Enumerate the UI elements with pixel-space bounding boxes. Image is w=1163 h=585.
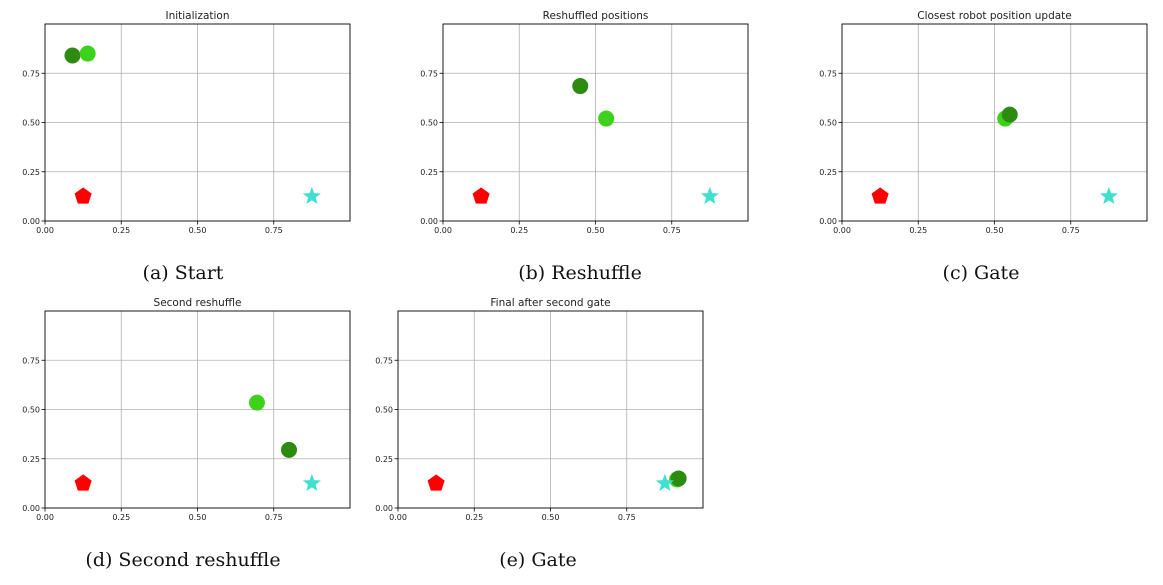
y-tick-label: 0.00 <box>22 217 40 226</box>
robot-dark-marker <box>281 441 297 458</box>
start-pentagon-marker <box>472 187 490 204</box>
panel-title: Final after second gate <box>490 297 610 309</box>
y-tick-label: 0.50 <box>22 406 40 415</box>
y-tick-label: 0.25 <box>819 168 837 177</box>
x-tick-label: 0.50 <box>189 513 207 522</box>
goal-star-marker <box>302 186 321 205</box>
panel-1: Initialization 0.00 0.25 0.50 0.75 0.00 0.25 0.… <box>22 10 351 235</box>
goal-star-marker <box>1099 186 1118 205</box>
panel-5: Final after second gate 0.00 0.25 0.50 0.75 0… <box>375 297 704 522</box>
x-tick-label: 0.00 <box>36 513 54 522</box>
y-tick-label: 0.00 <box>819 217 837 226</box>
y-tick-label: 0.75 <box>420 69 438 78</box>
robot-dark-marker <box>64 47 81 64</box>
axes-frame <box>44 23 351 222</box>
y-tick-label: 0.00 <box>375 504 393 513</box>
x-tick-label: 0.25 <box>112 226 130 235</box>
start-pentagon-marker <box>74 474 92 491</box>
start-pentagon-marker <box>427 474 445 491</box>
y-tick-label: 0.25 <box>375 455 393 464</box>
panel-caption: (d) Second reshuffle <box>85 549 280 571</box>
x-tick-label: 0.25 <box>909 226 927 235</box>
robot-dark-marker <box>1001 106 1018 123</box>
y-tick-label: 0.50 <box>375 406 393 415</box>
panel-title: Second reshuffle <box>154 297 242 309</box>
y-tick-label: 0.50 <box>22 119 40 128</box>
robot-light-marker <box>248 394 265 411</box>
x-tick-label: 0.50 <box>587 226 605 235</box>
robot-light-marker <box>79 45 96 62</box>
goal-star-marker <box>655 473 674 492</box>
y-tick-label: 0.00 <box>22 504 40 513</box>
goal-star-marker <box>700 186 719 205</box>
robot-light-marker <box>598 110 615 127</box>
y-tick-label: 0.50 <box>420 119 438 128</box>
panel-title: Reshuffled positions <box>543 10 649 22</box>
panel-caption: (a) Start <box>143 262 224 284</box>
x-tick-label: 0.25 <box>510 226 528 235</box>
y-tick-label: 0.25 <box>22 455 40 464</box>
axes-frame <box>44 310 351 509</box>
x-tick-label: 0.25 <box>465 513 483 522</box>
panel-2: Reshuffled positions 0.00 0.25 0.50 0.75 0.00… <box>420 10 749 235</box>
start-pentagon-marker <box>871 187 889 204</box>
y-tick-label: 0.50 <box>819 119 837 128</box>
x-tick-label: 0.75 <box>663 226 681 235</box>
y-tick-label: 0.75 <box>819 69 837 78</box>
y-tick-label: 0.75 <box>22 356 40 365</box>
y-tick-label: 0.25 <box>22 168 40 177</box>
x-tick-label: 0.50 <box>986 226 1004 235</box>
panel-caption: (b) Reshuffle <box>518 262 642 284</box>
panel-4: Second reshuffle 0.00 0.25 0.50 0.75 0.00 0.25… <box>22 297 351 522</box>
x-tick-label: 0.00 <box>833 226 851 235</box>
axes-frame <box>397 310 704 509</box>
x-tick-label: 0.00 <box>389 513 407 522</box>
x-tick-label: 0.75 <box>265 513 283 522</box>
panel-title: Initialization <box>165 10 229 22</box>
panel-title: Closest robot position update <box>917 10 1072 22</box>
x-tick-label: 0.25 <box>112 513 130 522</box>
x-tick-label: 0.75 <box>265 226 283 235</box>
y-tick-label: 0.25 <box>420 168 438 177</box>
goal-star-marker <box>302 473 321 492</box>
y-tick-label: 0.00 <box>420 217 438 226</box>
axes-frame <box>442 23 749 222</box>
robot-dark-marker <box>670 470 687 487</box>
x-tick-label: 0.75 <box>618 513 636 522</box>
start-pentagon-marker <box>74 187 92 204</box>
y-tick-label: 0.75 <box>375 356 393 365</box>
panel-caption: (e) Gate <box>499 549 577 571</box>
y-tick-label: 0.75 <box>22 69 40 78</box>
panel-3: Closest robot position update 0.00 0.25 0.5… <box>819 10 1148 235</box>
x-tick-label: 0.75 <box>1062 226 1080 235</box>
panel-caption: (c) Gate <box>943 262 1020 284</box>
x-tick-label: 0.00 <box>434 226 452 235</box>
axes-frame <box>841 23 1148 222</box>
robot-dark-marker <box>572 78 589 95</box>
x-tick-label: 0.50 <box>189 226 207 235</box>
x-tick-label: 0.00 <box>36 226 54 235</box>
x-tick-label: 0.50 <box>542 513 560 522</box>
